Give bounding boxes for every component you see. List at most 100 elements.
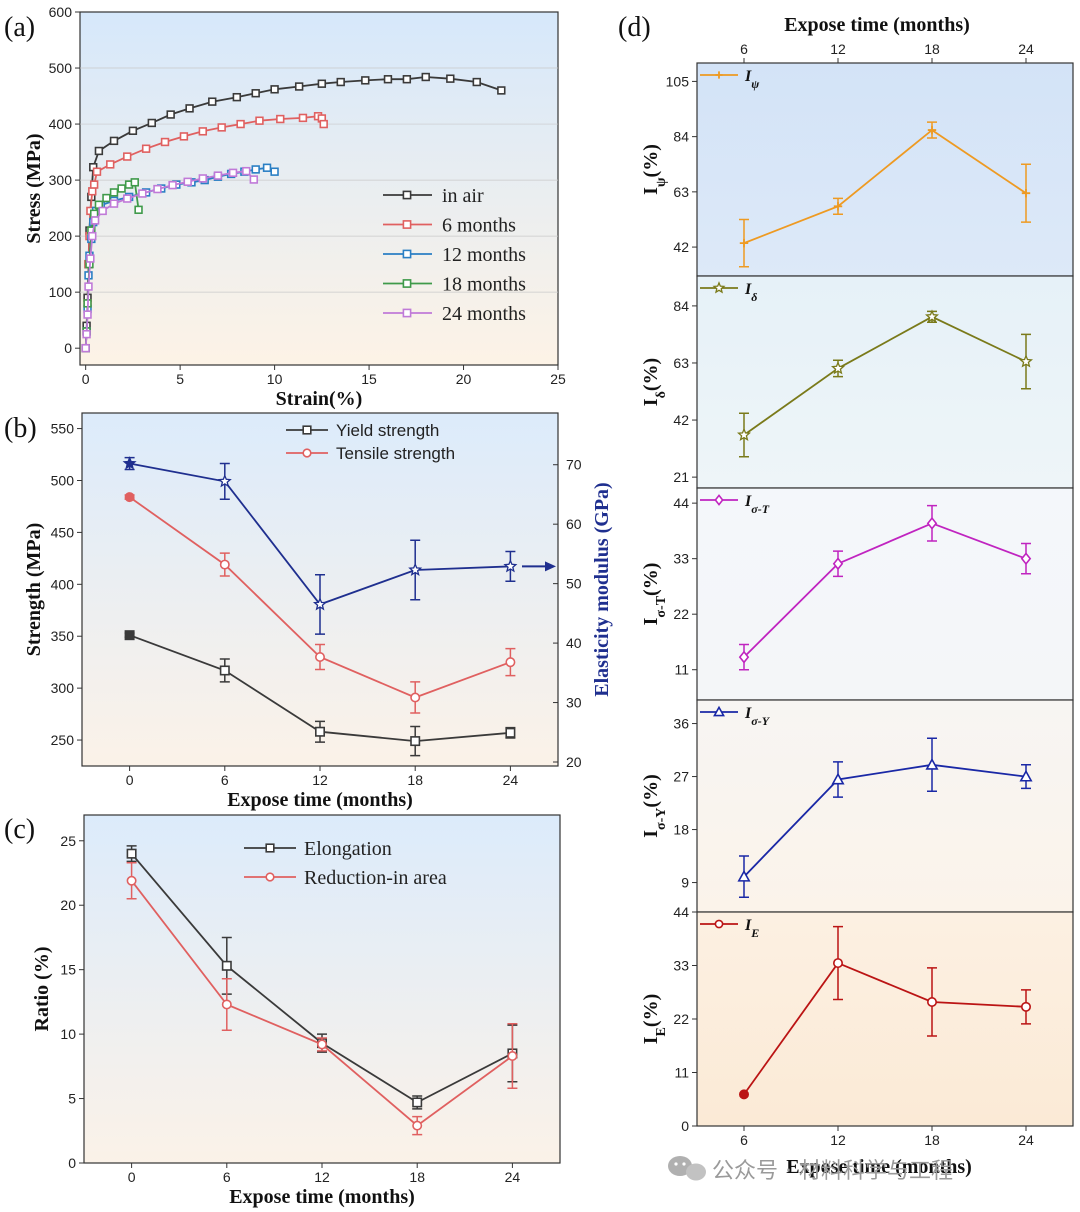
y-tick-label: 84 bbox=[673, 298, 689, 314]
data-point bbox=[138, 189, 147, 198]
legend-marker bbox=[402, 190, 412, 200]
data-point bbox=[134, 205, 143, 214]
y-tick-label: 350 bbox=[51, 628, 75, 644]
series-2 bbox=[122, 456, 518, 635]
data-point bbox=[109, 199, 119, 208]
y-label-unit: (%) bbox=[640, 994, 662, 1027]
data-point bbox=[82, 329, 91, 339]
x-tick-label: 18 bbox=[924, 41, 940, 57]
y-tick-label: 450 bbox=[51, 524, 75, 540]
data-point bbox=[1020, 552, 1032, 566]
data-point bbox=[412, 1120, 423, 1131]
y-tick-label: 0 bbox=[68, 1155, 76, 1171]
subplot-area bbox=[696, 275, 1074, 489]
data-point bbox=[219, 665, 230, 676]
y-tick-label: 63 bbox=[673, 355, 689, 371]
legend-a: in air 6 months 12 months 18 months 24 month… bbox=[383, 185, 526, 325]
y-axis-label: Ratio (%) bbox=[31, 947, 53, 1032]
data-point bbox=[1018, 354, 1034, 368]
legend-marker bbox=[402, 308, 412, 318]
data-point bbox=[106, 160, 115, 169]
y2-tick-label: 30 bbox=[566, 695, 582, 711]
data-point bbox=[102, 193, 111, 203]
series-line bbox=[743, 315, 1027, 436]
legend-subscript: σ-T bbox=[751, 502, 769, 516]
data-point bbox=[402, 75, 412, 84]
y2-tick-label: 60 bbox=[566, 516, 582, 532]
data-point bbox=[832, 557, 844, 571]
top-x-axis-label: Expose time (months) bbox=[784, 14, 970, 36]
data-point bbox=[242, 166, 251, 176]
x-axis-label: Expose time (months) bbox=[229, 1186, 415, 1208]
y-axis-label: Strength (MPa) bbox=[23, 523, 45, 657]
y-tick-label: 33 bbox=[673, 551, 689, 567]
data-point bbox=[270, 85, 279, 94]
y-tick-label: 42 bbox=[673, 239, 689, 255]
data-point bbox=[109, 188, 119, 197]
y-tick-label: 36 bbox=[673, 716, 689, 732]
panel-d: Expose time (months)6 12 18 24426384105Iψ(%… bbox=[640, 14, 1074, 1178]
data-point bbox=[219, 559, 230, 570]
y-tick-label: 500 bbox=[51, 472, 75, 488]
data-point bbox=[122, 456, 137, 470]
data-point bbox=[208, 97, 217, 106]
x-tick-label: 6 bbox=[740, 1132, 748, 1148]
legend-label: Tensile strength bbox=[336, 444, 455, 463]
data-point bbox=[925, 757, 939, 770]
data-point bbox=[410, 736, 421, 747]
plot-area-c bbox=[83, 814, 561, 1164]
data-point bbox=[236, 119, 245, 129]
y-label-main: I bbox=[640, 187, 662, 195]
wechat-icon bbox=[668, 1156, 706, 1181]
data-point bbox=[316, 1039, 327, 1050]
x-axis-label: Strain(%) bbox=[276, 388, 363, 410]
bottom-x-axis-label: Expose time (months) bbox=[786, 1156, 972, 1178]
data-point bbox=[123, 152, 132, 161]
y-label-unit: (%) bbox=[640, 358, 662, 391]
x-tick-label: 6 bbox=[740, 41, 748, 57]
y-tick-label: 21 bbox=[673, 469, 689, 485]
y-tick-label: 22 bbox=[673, 606, 689, 622]
data-point bbox=[141, 144, 151, 153]
series-1 bbox=[126, 861, 518, 1136]
data-point bbox=[251, 89, 260, 98]
data-point bbox=[830, 361, 846, 375]
y-label-unit: (%) bbox=[640, 563, 662, 596]
y-tick-label: 9 bbox=[681, 875, 689, 891]
y-label-subscript: σ-Y bbox=[654, 808, 669, 830]
y-label-unit: (%) bbox=[640, 774, 662, 807]
legend-marker bbox=[402, 220, 412, 229]
data-point bbox=[84, 282, 93, 291]
subplot-area bbox=[696, 487, 1074, 701]
data-point bbox=[736, 427, 752, 441]
data-point bbox=[505, 657, 516, 668]
y-tick-label: 10 bbox=[60, 1026, 76, 1042]
data-point bbox=[408, 562, 423, 577]
series-0 bbox=[124, 630, 516, 757]
legend-label: Iδ bbox=[744, 281, 757, 304]
data-point bbox=[86, 254, 95, 263]
data-point bbox=[410, 692, 421, 703]
y-tick-label: 0 bbox=[64, 340, 72, 356]
data-point bbox=[221, 999, 232, 1010]
data-point bbox=[98, 206, 107, 216]
data-point bbox=[92, 167, 102, 176]
data-point bbox=[88, 187, 97, 196]
data-point bbox=[497, 86, 506, 95]
x-tick-label: 18 bbox=[409, 1169, 425, 1185]
data-point bbox=[123, 194, 132, 203]
y-label-main: I bbox=[640, 398, 662, 406]
x-tick-label: 20 bbox=[456, 371, 472, 387]
data-point bbox=[738, 1089, 749, 1100]
data-point bbox=[217, 123, 226, 132]
data-point bbox=[147, 118, 156, 128]
x-tick-label: 24 bbox=[1018, 41, 1034, 57]
data-point bbox=[89, 180, 99, 189]
data-point bbox=[198, 174, 208, 183]
panel-c: 0 5 10 15 20 25 0 6 12 18 24 Expose time (months) Ra… bbox=[31, 814, 561, 1208]
legend-marker bbox=[714, 919, 724, 929]
data-point bbox=[421, 72, 430, 82]
y-tick-label: 600 bbox=[49, 4, 73, 20]
x-tick-label: 0 bbox=[82, 371, 90, 387]
